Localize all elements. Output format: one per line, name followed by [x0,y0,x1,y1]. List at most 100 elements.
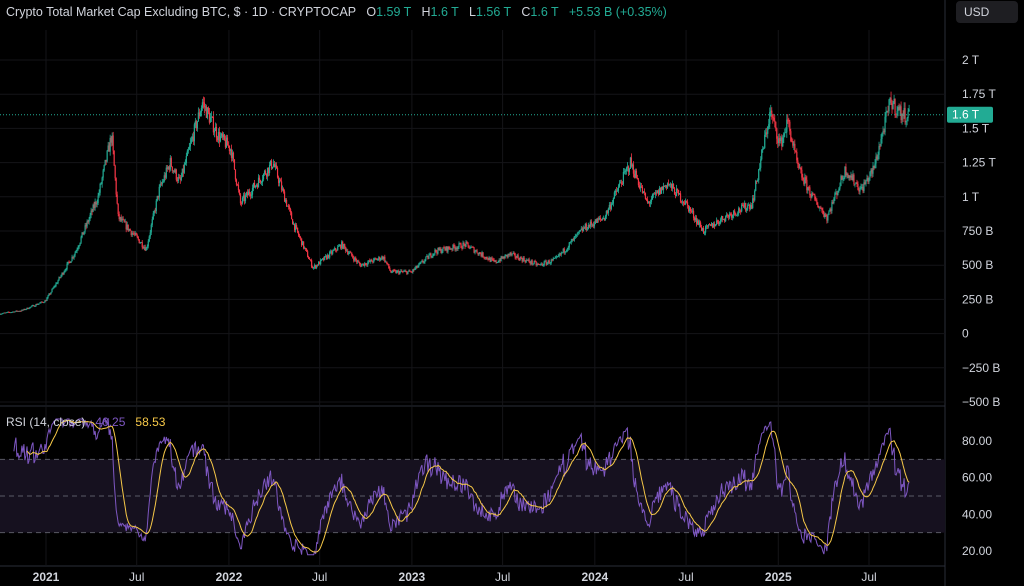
candle-body [888,99,890,112]
candle-body [624,171,627,172]
candle-body [2,313,4,315]
candle-body [826,215,828,221]
candle-body [409,270,411,272]
candle-body [677,190,680,195]
candle-body [475,250,477,252]
candle-body [420,261,422,264]
candle-body [629,157,632,169]
candle-body [60,275,62,278]
candle-body [687,205,690,212]
candle-body [191,136,193,140]
candle-body [165,167,167,178]
candle-body [570,240,572,243]
candle-body [741,204,743,212]
candle-body [245,192,248,196]
candle-body [77,247,79,250]
candle-body [682,201,685,204]
candle-body [714,223,716,227]
y-tick-label: 500 B [962,258,993,272]
candle-body [840,176,842,186]
candle-body [736,214,738,216]
candle-body [365,263,367,265]
candle-body [180,176,182,181]
candle-body [897,107,899,112]
candle-body [119,217,121,220]
candle-body [553,258,555,259]
candle-body [760,159,762,168]
candle-body [236,184,239,186]
y-tick-label: 1.5 T [962,121,990,135]
candle-body [640,186,643,188]
candle-body [347,250,349,254]
candle-body [787,119,789,121]
candle-body [526,259,528,261]
candle-body [469,248,471,249]
candle-body [432,253,434,257]
candle-body [887,110,889,112]
candle-body [547,260,549,263]
candle-body [844,166,846,178]
candle-body [594,219,596,224]
candle-body [83,231,85,235]
candle-body [555,256,557,258]
candle-body [153,210,155,214]
candle-body [747,205,749,209]
candle-body [267,167,270,174]
candle-body [212,116,215,133]
candle-body [858,189,860,192]
candle-body [246,192,249,196]
candle-body [900,106,902,120]
candle-body [384,256,386,262]
candle-body [484,257,486,259]
candle-body [58,277,60,281]
candle-body [841,176,843,180]
candle-body [684,200,687,205]
candle-body [208,112,210,123]
candle-body [241,197,244,204]
candle-body [385,261,387,263]
candle-body [136,235,138,237]
candle-body [91,210,93,212]
candle-body [518,258,520,261]
candle-body [636,177,639,180]
candle-body [111,135,113,143]
candle-body [451,248,453,250]
candle-body [389,268,391,271]
candle-body [74,252,76,256]
candle-body [107,145,109,151]
candle-body [577,231,579,234]
candle-body [908,109,910,112]
candle-body [394,270,396,272]
candle-body [162,181,164,183]
change-value: +5.53 B (+0.35%) [568,5,667,19]
candle-body [269,160,272,165]
candle-body [192,136,194,142]
candle-body [243,195,246,202]
candle-body [12,311,14,313]
candle-body [222,134,225,138]
candle-body [708,224,710,227]
candle-body [859,188,861,192]
currency-button[interactable]: USD [956,1,1018,23]
candle-body [819,207,821,209]
candle-body [125,221,127,230]
candle-body [774,120,776,122]
candle-body [81,232,83,238]
candle-body [54,285,56,287]
candle-body [664,185,667,187]
candle-body [690,211,693,212]
candle-body [729,213,731,218]
candle-body [880,138,882,147]
candle-body [23,308,25,311]
candle-body [334,248,336,251]
candle-body [259,180,262,183]
candle-body [282,188,285,192]
candle-body [476,250,478,254]
candle-body [715,224,717,227]
candle-body [492,259,494,260]
candle-body [359,262,361,265]
candle-body [139,242,141,244]
candle-body [699,222,702,227]
candle-body [116,194,118,204]
candle-body [748,204,750,206]
